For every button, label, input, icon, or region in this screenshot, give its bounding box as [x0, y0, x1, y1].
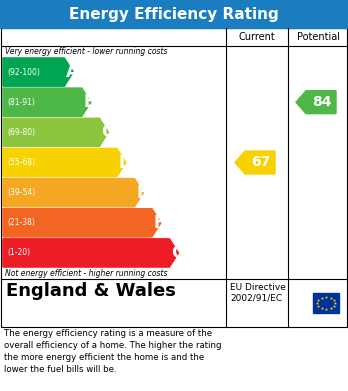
Polygon shape [3, 88, 91, 116]
Text: F: F [154, 214, 165, 232]
Text: (69-80): (69-80) [7, 128, 35, 137]
Polygon shape [3, 118, 108, 146]
Text: D: D [119, 154, 133, 172]
Text: A: A [66, 63, 79, 81]
Text: 84: 84 [312, 95, 332, 109]
Text: EU Directive
2002/91/EC: EU Directive 2002/91/EC [230, 283, 286, 302]
Text: (1-20): (1-20) [7, 248, 30, 257]
Polygon shape [3, 239, 179, 267]
Text: The energy efficiency rating is a measure of the
overall efficiency of a home. T: The energy efficiency rating is a measur… [4, 329, 221, 375]
Text: Not energy efficient - higher running costs: Not energy efficient - higher running co… [5, 269, 167, 278]
Text: Energy Efficiency Rating: Energy Efficiency Rating [69, 7, 279, 22]
Polygon shape [296, 91, 336, 114]
Text: Very energy efficient - lower running costs: Very energy efficient - lower running co… [5, 47, 167, 56]
Polygon shape [3, 209, 161, 237]
Polygon shape [3, 179, 143, 207]
Polygon shape [235, 151, 275, 174]
Bar [0, 0, 348, 28]
Text: B: B [84, 93, 96, 111]
Text: (55-68): (55-68) [7, 158, 35, 167]
Text: C: C [101, 123, 113, 142]
Polygon shape [3, 149, 126, 177]
Bar [1, 28, 347, 327]
Text: England & Wales: England & Wales [6, 282, 176, 300]
Bar [313, 293, 339, 313]
Text: Current: Current [239, 32, 275, 42]
Text: (81-91): (81-91) [7, 98, 35, 107]
Text: (21-38): (21-38) [7, 218, 35, 227]
Text: (39-54): (39-54) [7, 188, 35, 197]
Text: G: G [172, 244, 185, 262]
Text: Potential: Potential [296, 32, 340, 42]
Text: (92-100): (92-100) [7, 68, 40, 77]
Text: E: E [136, 184, 148, 202]
Polygon shape [3, 58, 73, 86]
Text: 67: 67 [251, 156, 271, 170]
